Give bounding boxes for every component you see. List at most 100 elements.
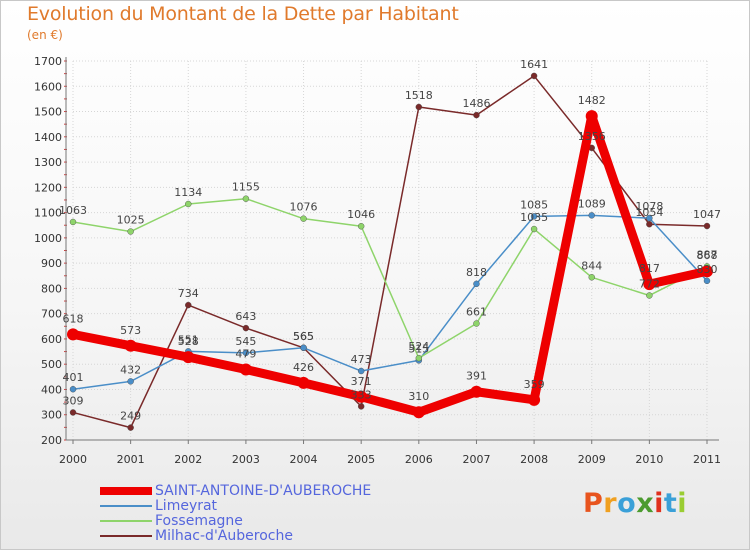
legend-swatch — [100, 505, 152, 507]
data-point — [355, 390, 368, 403]
logo-letter: r — [603, 488, 618, 519]
legend-label: Fossemagne — [155, 513, 243, 529]
x-tick-label: 2002 — [174, 453, 202, 466]
x-tick-label: 2005 — [347, 453, 375, 466]
series-line — [68, 111, 712, 417]
data-label: 1025 — [117, 214, 145, 227]
y-tick-label: 1300 — [34, 156, 62, 169]
data-label: 524 — [408, 340, 429, 353]
data-point — [703, 222, 711, 230]
data-point — [357, 403, 365, 410]
data-label: 1482 — [578, 94, 606, 107]
y-tick-label: 1700 — [34, 55, 62, 68]
data-point — [182, 351, 195, 364]
data-point — [127, 424, 134, 431]
x-tick-label: 2011 — [693, 453, 721, 466]
legend-label: Limeyrat — [155, 498, 218, 514]
x-tick-label: 2001 — [117, 453, 145, 466]
data-point — [242, 195, 250, 202]
data-point — [239, 363, 252, 376]
data-point — [473, 280, 480, 288]
data-label: 545 — [235, 335, 256, 348]
proxiti-logo: Proxiti — [583, 488, 687, 519]
data-label: 573 — [120, 324, 141, 337]
data-point — [412, 406, 425, 419]
x-tick-label: 2010 — [635, 453, 663, 466]
data-label: 772 — [639, 277, 660, 290]
data-point — [185, 301, 192, 309]
logo-letter: o — [617, 488, 637, 519]
x-tick-label: 2006 — [405, 453, 433, 466]
legend-label: SAINT-ANTOINE-D'AUBEROCHE — [155, 483, 372, 499]
data-label: 333 — [351, 388, 372, 401]
data-point — [242, 349, 250, 357]
y-tick-label: 300 — [41, 409, 62, 422]
data-label: 1046 — [347, 208, 375, 221]
data-point — [646, 214, 653, 222]
y-tick-label: 400 — [41, 383, 62, 396]
data-point — [127, 378, 134, 385]
logo-letter: t — [663, 488, 678, 519]
data-label: 249 — [120, 410, 141, 423]
data-label: 818 — [466, 266, 487, 279]
data-label: 1078 — [635, 200, 663, 213]
data-label: 734 — [178, 287, 199, 300]
data-label: 1089 — [578, 197, 606, 210]
data-point — [357, 367, 365, 375]
axis-layer: 200 300 400 500 600 700 800 900 1000 1100 1200 1300… — [34, 55, 721, 466]
legend-swatch — [100, 487, 152, 495]
x-tick-label: 2004 — [290, 453, 318, 466]
data-label: 309 — [63, 394, 84, 407]
data-label: 618 — [63, 312, 84, 325]
data-point — [643, 278, 656, 291]
data-label: 1518 — [405, 89, 433, 102]
data-label: 844 — [581, 259, 602, 272]
chart-title: Evolution du Montant de la Dette par Hab… — [27, 3, 459, 25]
grid-layer — [72, 60, 708, 441]
data-point — [124, 339, 137, 352]
y-tick-label: 1400 — [34, 131, 62, 144]
data-label: 310 — [408, 390, 429, 403]
logo-letter: i — [654, 488, 664, 519]
data-point — [127, 228, 134, 235]
x-tick-label: 2000 — [59, 453, 87, 466]
data-label: 565 — [293, 330, 314, 343]
data-point — [185, 200, 192, 208]
data-point — [530, 225, 538, 233]
data-label: 479 — [235, 348, 256, 361]
data-label: 1486 — [462, 97, 490, 110]
data-point — [703, 277, 711, 285]
data-point — [588, 274, 595, 281]
data-label: 887 — [697, 248, 718, 261]
data-label: 515 — [408, 342, 429, 355]
series-layer — [67, 72, 713, 431]
data-label: 1076 — [290, 201, 318, 214]
data-label: 868 — [697, 249, 718, 262]
series-line — [72, 197, 708, 359]
data-point — [415, 103, 423, 111]
series-line — [72, 75, 708, 429]
data-point — [473, 111, 480, 119]
x-tick-label: 2007 — [462, 453, 490, 466]
data-label: 1356 — [578, 130, 606, 143]
y-tick-label: 1200 — [34, 181, 62, 194]
legend-label: Milhac-d'Auberoche — [155, 528, 293, 544]
y-tick-label: 600 — [41, 333, 62, 346]
data-label: 371 — [351, 375, 372, 388]
y-tick-label: 1000 — [34, 232, 62, 245]
x-tick-label: 2003 — [232, 453, 260, 466]
data-point — [646, 292, 653, 299]
y-tick-label: 1500 — [34, 106, 62, 119]
x-tick-label: 2008 — [520, 453, 548, 466]
data-label: 1047 — [693, 208, 721, 221]
data-point — [646, 221, 653, 228]
data-label: 426 — [293, 361, 314, 374]
data-label: 473 — [351, 353, 372, 366]
unit-label: (en €) — [27, 28, 63, 42]
y-tick-label: 200 — [41, 434, 62, 447]
data-point — [473, 320, 480, 327]
data-label: 391 — [466, 370, 487, 383]
